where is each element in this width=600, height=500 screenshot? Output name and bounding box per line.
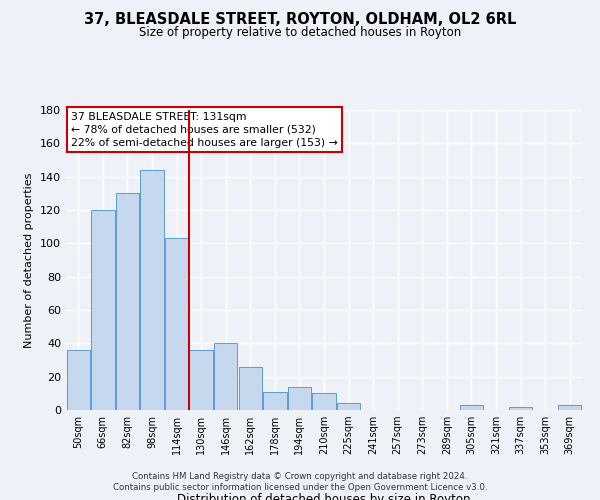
Y-axis label: Number of detached properties: Number of detached properties <box>25 172 34 348</box>
Bar <box>190 350 213 410</box>
Text: Size of property relative to detached houses in Royton: Size of property relative to detached ho… <box>139 26 461 39</box>
Bar <box>214 344 238 410</box>
Bar <box>140 170 164 410</box>
Bar <box>337 404 360 410</box>
Bar <box>509 406 532 410</box>
Text: Contains public sector information licensed under the Open Government Licence v3: Contains public sector information licen… <box>113 483 487 492</box>
Bar <box>239 366 262 410</box>
Text: 37 BLEASDALE STREET: 131sqm
← 78% of detached houses are smaller (532)
22% of se: 37 BLEASDALE STREET: 131sqm ← 78% of det… <box>71 112 338 148</box>
Bar <box>313 394 335 410</box>
Text: 37, BLEASDALE STREET, ROYTON, OLDHAM, OL2 6RL: 37, BLEASDALE STREET, ROYTON, OLDHAM, OL… <box>84 12 516 28</box>
Bar <box>116 194 139 410</box>
Bar <box>288 386 311 410</box>
Text: Contains HM Land Registry data © Crown copyright and database right 2024.: Contains HM Land Registry data © Crown c… <box>132 472 468 481</box>
Bar <box>263 392 287 410</box>
Bar <box>460 405 483 410</box>
Bar <box>67 350 90 410</box>
Bar <box>558 405 581 410</box>
X-axis label: Distribution of detached houses by size in Royton: Distribution of detached houses by size … <box>177 493 471 500</box>
Bar <box>165 238 188 410</box>
Bar <box>91 210 115 410</box>
